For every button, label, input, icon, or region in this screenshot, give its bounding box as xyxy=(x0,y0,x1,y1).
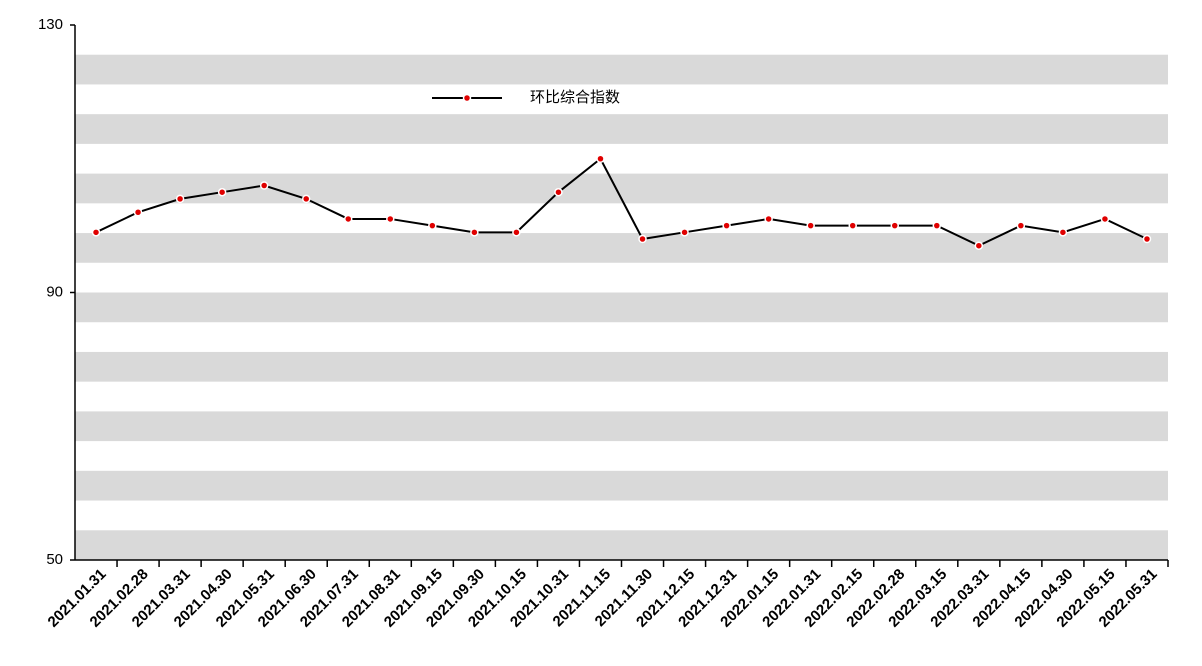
legend-label: 环比综合指数 xyxy=(530,89,620,106)
background-stripe xyxy=(75,470,1168,501)
point xyxy=(301,194,311,204)
point xyxy=(133,208,143,217)
point xyxy=(554,187,563,197)
point xyxy=(259,181,269,190)
background-stripe xyxy=(75,411,1168,442)
point xyxy=(386,214,395,224)
background-stripe xyxy=(75,351,1168,382)
y-tick-label: 90 xyxy=(46,283,63,300)
point xyxy=(175,194,185,204)
point xyxy=(428,221,437,230)
background-stripe xyxy=(75,233,1168,263)
background-stripe xyxy=(75,114,1168,144)
point xyxy=(722,221,731,230)
point xyxy=(1058,228,1068,237)
point xyxy=(344,214,353,224)
point xyxy=(932,221,942,230)
point xyxy=(1100,214,1110,224)
background-stripe xyxy=(75,54,1168,85)
point xyxy=(1016,221,1026,230)
line-series xyxy=(95,157,1148,247)
point xyxy=(470,228,479,237)
y-tick-label: 130 xyxy=(38,16,63,33)
point xyxy=(848,221,857,230)
point xyxy=(890,221,899,230)
y-tick-label: 50 xyxy=(46,551,63,568)
point xyxy=(91,228,101,237)
background-stripe xyxy=(75,530,1168,560)
point xyxy=(764,214,773,224)
legend-marker xyxy=(462,93,472,103)
point xyxy=(596,154,605,163)
point xyxy=(974,241,984,250)
point xyxy=(638,234,647,244)
point xyxy=(512,228,521,237)
background-stripe xyxy=(75,292,1168,323)
point xyxy=(680,228,689,237)
point xyxy=(806,221,815,230)
point xyxy=(217,187,227,197)
point xyxy=(1142,234,1152,244)
